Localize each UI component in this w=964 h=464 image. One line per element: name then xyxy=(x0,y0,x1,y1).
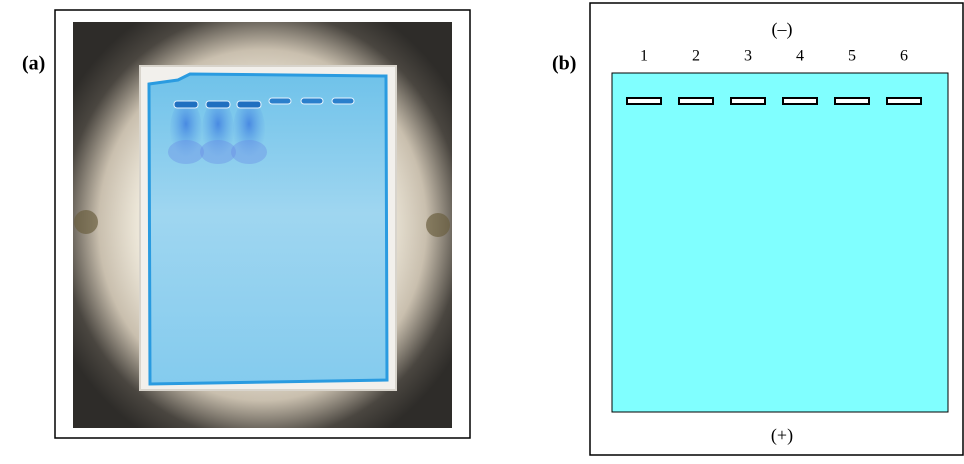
lane-label: 4 xyxy=(796,48,804,65)
anode-label: (+) xyxy=(771,425,793,446)
well xyxy=(835,98,869,104)
well xyxy=(783,98,817,104)
lane-label: 5 xyxy=(848,48,856,65)
figure: (a) (b) (–) (+) 1 2 3 4 5 6 xyxy=(0,0,964,459)
well xyxy=(627,98,661,104)
gel-diagram xyxy=(612,73,948,412)
lane-label: 1 xyxy=(640,48,648,65)
panel-label: (b) xyxy=(552,53,576,75)
lane-label: 6 xyxy=(900,48,908,65)
well xyxy=(679,98,713,104)
photo-clip xyxy=(74,210,98,234)
lane-label: 2 xyxy=(692,48,700,65)
photo-clip xyxy=(426,213,450,237)
panel-label: (a) xyxy=(22,53,45,75)
well xyxy=(887,98,921,104)
cathode-label: (–) xyxy=(772,19,793,40)
lane-label: 3 xyxy=(744,48,752,65)
well xyxy=(731,98,765,104)
